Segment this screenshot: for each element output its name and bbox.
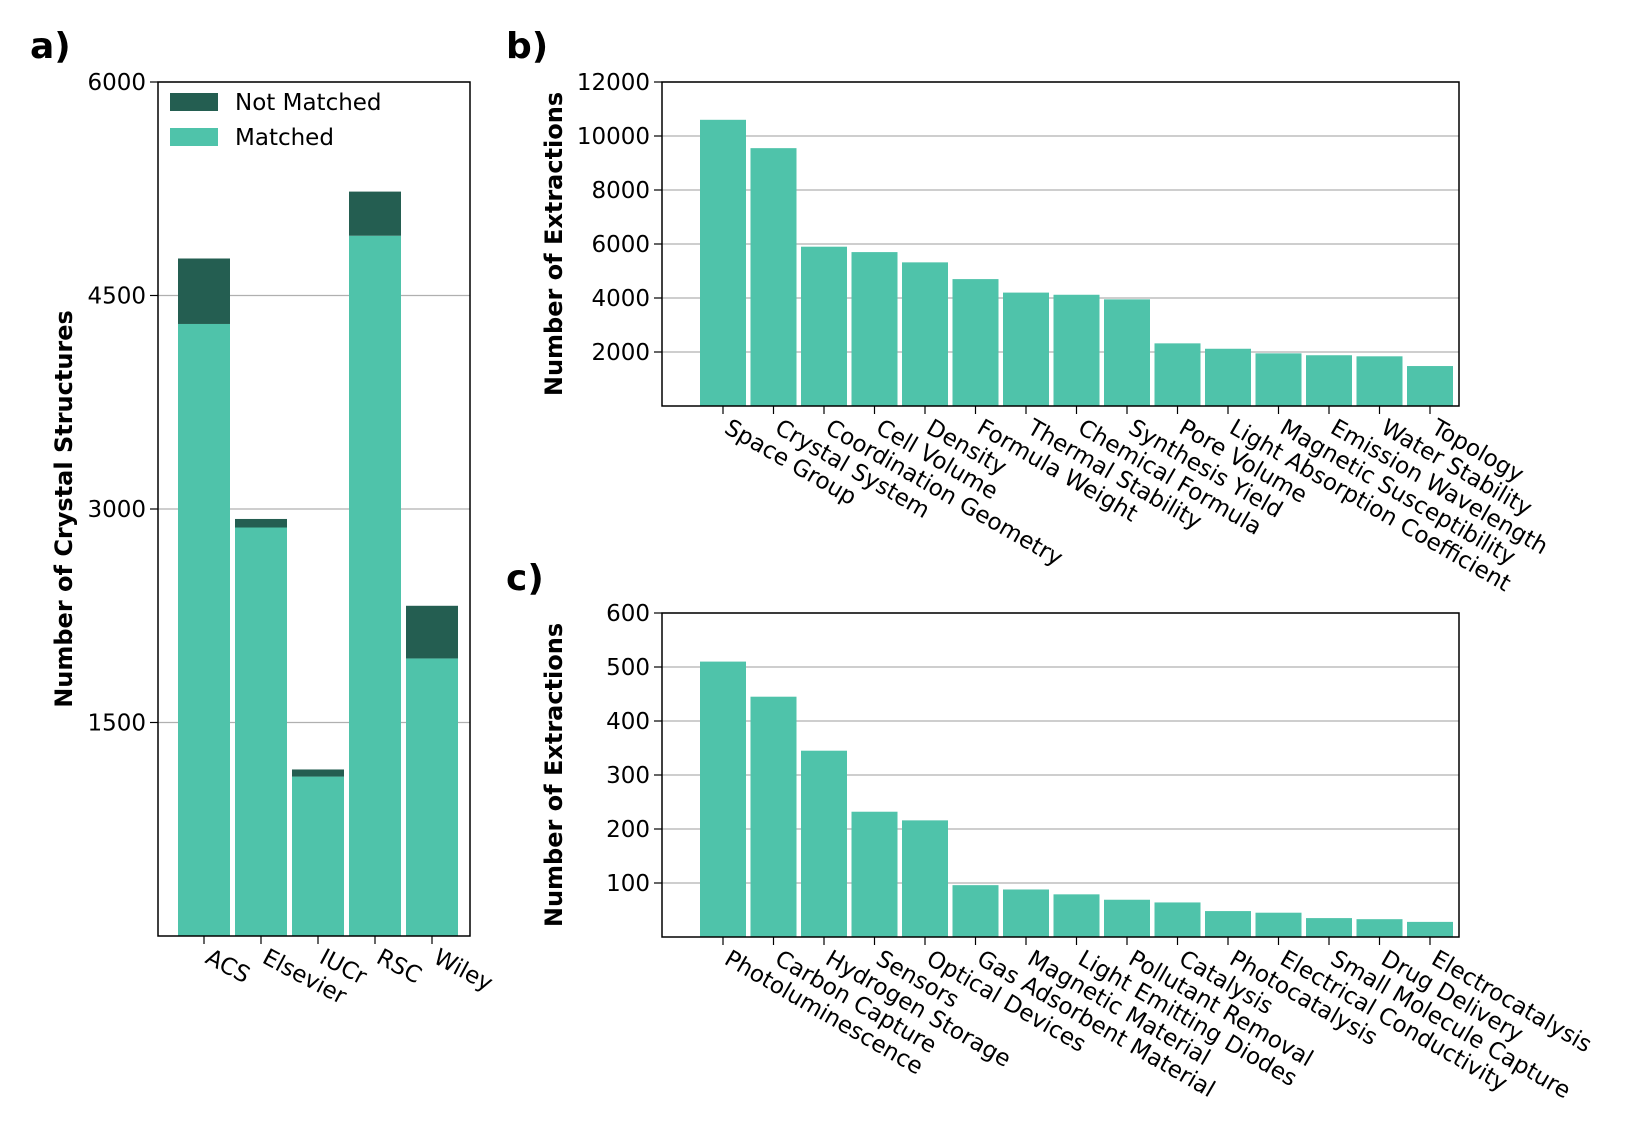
y-tick-label: 3000 (87, 497, 146, 523)
bar-crystal-system (750, 148, 797, 406)
y-axis-label: Number of Extractions (540, 92, 568, 396)
bar-light-absorption-coefficient (1205, 348, 1251, 406)
y-tick-label: 200 (606, 817, 650, 843)
bar-electrical-conductivity (1255, 912, 1302, 937)
plot-frame (661, 81, 1460, 407)
bar-catalysis (1154, 902, 1201, 937)
y-tick-label: 6000 (87, 70, 146, 96)
bar-iucr-not-matched (292, 769, 344, 777)
panel-label: c) (506, 558, 544, 599)
y-tick-label: 500 (606, 655, 650, 681)
y-tick-label: 100 (606, 871, 650, 897)
bar-topology (1407, 366, 1453, 406)
bar-magnetic-susceptibility (1255, 353, 1302, 406)
bar-photoluminescence (700, 661, 746, 937)
panel-c: c)100200300400500600PhotoluminescenceCar… (506, 558, 1596, 1104)
bar-wiley-matched (406, 658, 458, 936)
bar-cell-volume (851, 252, 898, 406)
bar-hydrogen-storage (801, 750, 847, 937)
bar-formula-weight (952, 279, 999, 406)
bar-carbon-capture (750, 696, 797, 937)
bar-synthesis-yield (1104, 299, 1150, 406)
bar-rsc-matched (349, 235, 401, 937)
legend-swatch-not-matched (170, 93, 218, 111)
y-tick-label: 4500 (87, 284, 146, 310)
plot-frame (157, 81, 471, 937)
bar-emission-wavelength (1306, 355, 1352, 406)
legend-label-not-matched: Not Matched (235, 90, 382, 116)
bar-gas-adsorbent-material (952, 885, 999, 937)
x-tick-label: RSC (372, 944, 425, 989)
bar-small-molecule-capture (1306, 918, 1352, 937)
y-tick-label: 6000 (591, 232, 650, 258)
bar-electrocatalysis (1407, 921, 1453, 937)
legend-swatch-matched (170, 128, 218, 146)
bar-rsc-not-matched (349, 191, 401, 236)
y-tick-label: 300 (606, 763, 650, 789)
y-tick-label: 12000 (577, 70, 650, 96)
y-tick-label: 2000 (591, 340, 650, 366)
panel-label: a) (30, 26, 71, 67)
bar-thermal-stability (1003, 292, 1049, 406)
x-tick-label: ACS (201, 944, 254, 989)
bar-light-emitting-diodes (1053, 894, 1100, 937)
bar-wiley-not-matched (406, 605, 458, 659)
bar-pore-volume (1154, 343, 1201, 406)
panel-label: b) (506, 26, 548, 67)
y-tick-label: 1500 (87, 711, 146, 737)
bar-water-stability (1356, 356, 1403, 406)
y-tick-label: 8000 (591, 178, 650, 204)
y-axis-label: Number of Extractions (540, 623, 568, 927)
y-tick-label: 400 (606, 709, 650, 735)
bar-sensors (851, 811, 898, 937)
bar-acs-not-matched (178, 258, 230, 324)
x-tick-label: Wiley (429, 944, 497, 996)
bar-acs-matched (178, 323, 230, 936)
bar-elsevier-matched (235, 527, 287, 936)
bar-optical-devices (902, 820, 948, 937)
bar-coordination-geometry (801, 246, 847, 406)
plot-frame (661, 612, 1460, 938)
y-tick-label: 600 (606, 601, 650, 627)
y-axis-label: Number of Crystal Structures (50, 310, 78, 708)
bar-space-group (700, 119, 746, 407)
bar-pollutant-removal (1104, 899, 1150, 937)
bar-density (902, 262, 948, 406)
bar-magnetic-material (1003, 889, 1049, 937)
legend-label-matched: Matched (235, 125, 334, 151)
y-tick-label: 4000 (591, 286, 650, 312)
bar-elsevier-not-matched (235, 518, 287, 528)
y-tick-label: 10000 (577, 124, 650, 150)
bar-drug-delivery (1356, 919, 1403, 937)
bar-photocatalysis (1205, 911, 1251, 937)
bar-iucr-matched (292, 776, 344, 936)
bar-chemical-formula (1053, 294, 1100, 406)
